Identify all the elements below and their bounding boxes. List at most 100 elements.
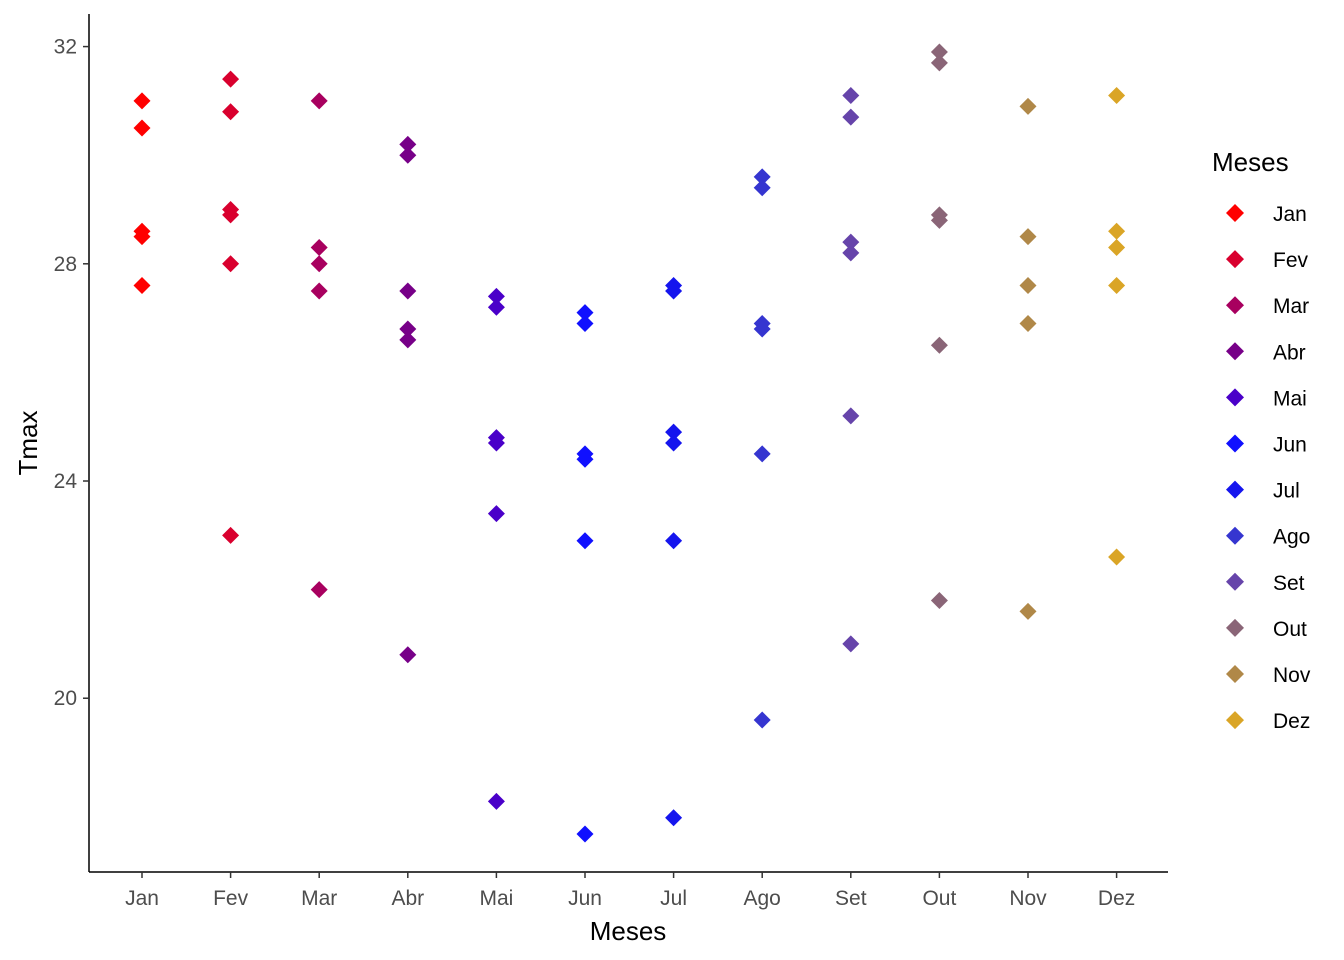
y-tick-label: 32 <box>54 36 77 59</box>
data-point-dez <box>1108 222 1126 240</box>
data-point-mai <box>487 792 505 810</box>
y-tick-label: 24 <box>54 470 78 493</box>
data-point-dez <box>1108 86 1126 104</box>
x-tick-label: Jan <box>125 887 159 910</box>
x-tick-label: Fev <box>213 887 249 910</box>
data-point-ago <box>753 179 771 197</box>
data-point-jul <box>665 434 683 452</box>
legend-key-mar <box>1226 296 1244 315</box>
legend-label-out: Out <box>1273 618 1307 641</box>
data-point-ago <box>753 711 771 729</box>
x-tick-label: Dez <box>1098 887 1135 910</box>
data-point-nov <box>1019 315 1037 333</box>
data-point-set <box>842 86 860 104</box>
data-point-dez <box>1108 548 1126 566</box>
data-point-jan <box>133 228 151 246</box>
data-point-set <box>842 244 860 262</box>
legend-key-jun <box>1226 434 1244 453</box>
data-point-abr <box>399 320 417 338</box>
legend-key-abr <box>1226 342 1244 361</box>
data-point-out <box>930 336 948 354</box>
legend-label-mai: Mai <box>1273 387 1307 410</box>
y-axis-title: Tmax <box>13 411 43 476</box>
data-point-ago <box>753 168 771 186</box>
data-point-mar <box>310 581 328 599</box>
legend-key-fev <box>1226 250 1244 269</box>
legend-key-jul <box>1226 480 1244 499</box>
data-point-abr <box>399 646 417 664</box>
data-point-mai <box>487 505 505 523</box>
data-point-mar <box>310 92 328 110</box>
x-tick-label: Nov <box>1009 887 1047 910</box>
data-point-mar <box>310 239 328 257</box>
data-point-mai <box>487 287 505 305</box>
data-points <box>133 43 1126 843</box>
x-tick-label: Mai <box>479 887 513 910</box>
data-point-fev <box>222 206 240 224</box>
x-tick-label: Jul <box>660 887 687 910</box>
x-tick-label: Set <box>835 887 867 910</box>
data-point-nov <box>1019 228 1037 246</box>
legend-key-mai <box>1226 388 1244 407</box>
data-point-abr <box>399 282 417 300</box>
x-tick-label: Mar <box>301 887 337 910</box>
data-point-mai <box>487 298 505 316</box>
data-point-jun <box>576 304 594 322</box>
legend-label-dez: Dez <box>1273 710 1310 733</box>
x-ticks: Jan Fev Mar Abr Mai Jun Jul Ago Set Out Nov Dez <box>125 872 1135 910</box>
data-point-jun <box>576 825 594 843</box>
legend-items: Jan Fev Mar Abr Mai Jun Jul Ago Set Out Nov Dez <box>1226 203 1311 733</box>
data-point-abr <box>399 146 417 164</box>
x-tick-label: Abr <box>391 887 424 910</box>
plot-area: 20 24 28 32 Jan Fev Mar Abr Mai Jun Jul Ago Set Out N… <box>54 14 1168 910</box>
y-tick-label: 20 <box>54 687 77 710</box>
data-point-out <box>930 54 948 72</box>
data-point-jan <box>133 92 151 110</box>
data-point-jun <box>576 532 594 550</box>
data-point-fev <box>222 526 240 544</box>
data-point-jul <box>665 809 683 827</box>
legend-label-set: Set <box>1273 572 1305 595</box>
data-point-set <box>842 635 860 653</box>
x-tick-label: Jun <box>568 887 602 910</box>
legend-label-fev: Fev <box>1273 249 1309 272</box>
data-point-out <box>930 43 948 61</box>
legend-key-jan <box>1226 204 1244 222</box>
legend-label-mar: Mar <box>1273 295 1309 318</box>
data-point-fev <box>222 103 240 121</box>
data-point-ago <box>753 320 771 338</box>
data-point-jan <box>133 277 151 295</box>
x-tick-label: Out <box>922 887 956 910</box>
data-point-jun <box>576 315 594 333</box>
data-point-set <box>842 108 860 126</box>
data-point-ago <box>753 445 771 463</box>
data-point-nov <box>1019 602 1037 620</box>
data-point-jun <box>576 450 594 468</box>
data-point-fev <box>222 255 240 273</box>
y-ticks: 20 24 28 32 <box>54 36 89 710</box>
data-point-dez <box>1108 239 1126 257</box>
data-point-jul <box>665 532 683 550</box>
legend-label-jul: Jul <box>1273 480 1300 503</box>
legend-title: Meses <box>1212 147 1289 177</box>
data-point-jul <box>665 423 683 441</box>
y-tick-label: 28 <box>54 253 77 276</box>
data-point-mar <box>310 282 328 300</box>
data-point-jul <box>665 282 683 300</box>
data-point-fev <box>222 70 240 88</box>
legend-label-abr: Abr <box>1273 341 1306 364</box>
legend-label-jun: Jun <box>1273 434 1307 457</box>
data-point-nov <box>1019 97 1037 115</box>
data-point-mar <box>310 255 328 273</box>
legend-key-ago <box>1226 526 1244 545</box>
data-point-jan <box>133 119 151 137</box>
legend-key-out <box>1226 618 1244 637</box>
legend-key-dez <box>1226 711 1244 730</box>
x-tick-label: Ago <box>744 887 781 910</box>
data-point-abr <box>399 331 417 349</box>
legend: Meses Jan Fev Mar Abr Mai Jun Jul Ago Set Out Nov D… <box>1212 147 1311 733</box>
legend-label-jan: Jan <box>1273 203 1307 226</box>
legend-key-nov <box>1226 665 1244 683</box>
data-point-out <box>930 211 948 229</box>
